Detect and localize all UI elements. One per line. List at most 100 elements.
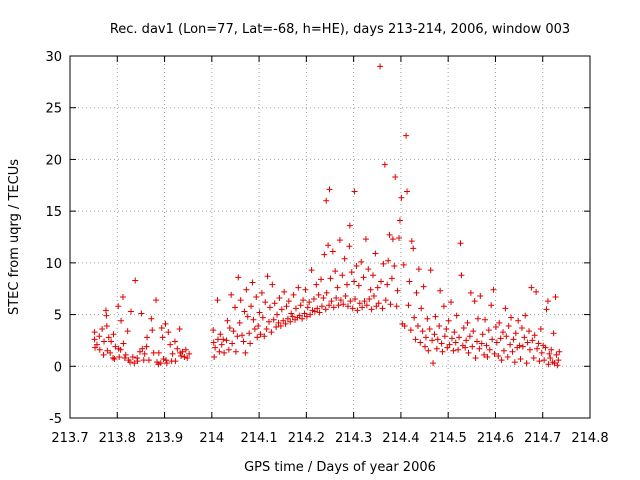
data-point [346,243,353,250]
data-point [127,308,134,315]
data-point [382,297,389,304]
data-point [344,281,351,288]
data-point [353,262,360,269]
data-point [411,314,418,321]
data-point [262,299,269,306]
data-point [91,336,98,343]
data-point [243,286,250,293]
data-point [405,302,412,309]
data-point [217,331,224,338]
data-point [163,360,170,367]
data-point [367,286,374,293]
data-point [510,336,517,343]
data-point [322,306,329,313]
data-point [391,262,398,269]
data-point [124,328,131,335]
data-point [448,335,455,342]
data-point [496,319,503,326]
data-point [182,346,189,353]
data-point [415,266,422,273]
data-point [492,323,499,330]
data-point [466,333,473,340]
y-tick-label: 25 [45,102,62,117]
data-point [537,326,544,333]
data-point [465,349,472,356]
data-point [159,334,166,341]
data-point [211,353,218,360]
data-point [302,286,309,293]
data-point [536,358,543,365]
data-point [108,338,115,345]
data-point [230,328,237,335]
data-point [225,346,232,353]
data-point [417,339,424,346]
data-point [413,289,420,296]
x-tick-label: 214.2 [288,431,325,446]
plot-frame [69,55,591,419]
data-point [533,288,540,295]
data-point [393,303,400,310]
data-point [231,304,238,311]
data-point [526,328,533,335]
data-point [336,237,343,244]
data-point [379,305,386,312]
data-point [476,345,483,352]
data-point [389,236,396,243]
y-tick-label: 0 [54,360,62,375]
data-point [244,313,251,320]
data-point [186,350,193,357]
data-point [546,350,553,357]
data-point [268,329,275,336]
data-point [431,331,438,338]
data-point [284,315,291,322]
data-point [543,306,550,313]
data-point [456,334,463,341]
data-point [248,303,255,310]
data-point [374,284,381,291]
data-point [118,317,125,324]
data-point [333,295,340,302]
data-point [110,331,117,338]
data-point [433,345,440,352]
data-point [412,336,419,343]
data-point [432,313,439,320]
data-point [277,322,284,329]
y-tick-label: 10 [45,257,62,272]
data-point [210,327,217,334]
data-point [505,322,512,329]
data-point [471,298,478,305]
data-point [414,322,421,329]
data-point [145,357,152,364]
data-point [275,319,282,326]
data-point [107,349,114,356]
data-point [422,343,429,350]
data-point [250,316,257,323]
data-point [139,345,146,352]
data-point [129,353,136,360]
data-point [388,275,395,282]
data-point [266,304,273,311]
data-point [270,316,277,323]
data-point [443,326,450,333]
data-point [497,335,504,342]
data-point [504,353,511,360]
data-point [470,328,477,335]
data-point [158,325,165,332]
data-point [545,361,552,368]
data-point [234,333,241,340]
data-point [486,346,493,353]
data-point [502,305,509,312]
data-point [349,305,356,312]
y-tick-label: -5 [49,412,62,427]
data-point [102,307,109,314]
data-point [311,308,318,315]
data-point [403,132,410,139]
data-point [362,236,369,243]
data-point [313,281,320,288]
data-point [385,257,392,264]
data-point [547,355,554,362]
data-point [462,344,469,351]
data-point [441,333,448,340]
data-point [463,337,470,344]
data-point [223,337,230,344]
